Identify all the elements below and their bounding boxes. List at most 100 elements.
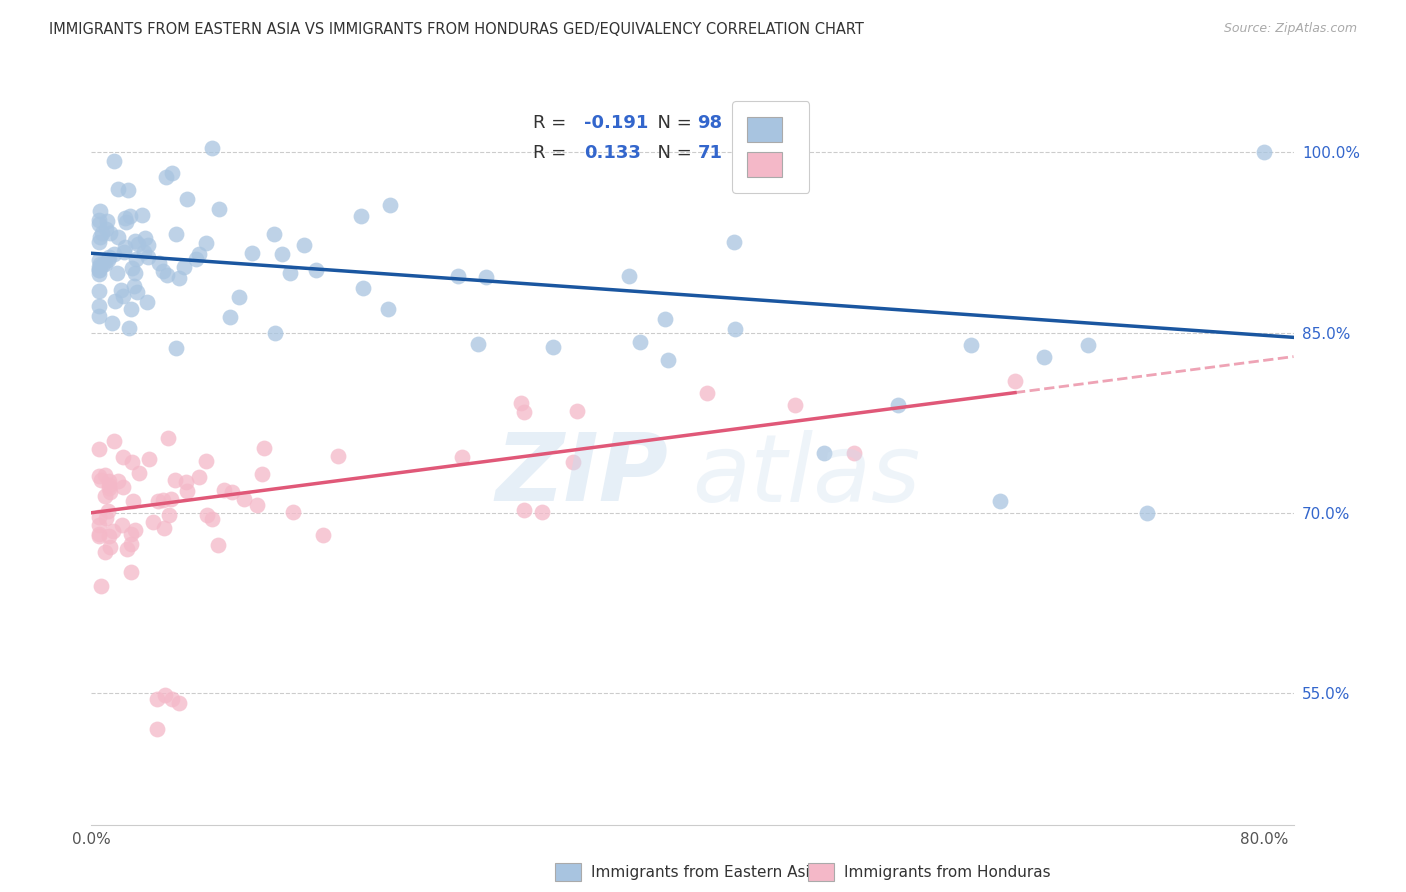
Point: [98, 540, 121, 554]
Point: [195, 453, 218, 467]
Point: [326, 449, 349, 463]
Point: [87, 252, 110, 267]
Point: [112, 245, 135, 260]
Point: [165, 227, 187, 242]
Point: [94, 489, 117, 503]
Text: 71: 71: [697, 144, 723, 161]
Point: [128, 466, 150, 480]
Point: [122, 494, 145, 508]
Point: [87, 527, 110, 541]
Text: Immigrants from Eastern Asia: Immigrants from Eastern Asia: [591, 865, 818, 880]
Point: [278, 266, 301, 280]
Point: [94, 222, 117, 236]
Point: [114, 211, 136, 225]
Point: [98, 481, 121, 495]
Point: [451, 450, 474, 465]
Point: [195, 235, 218, 250]
Point: [107, 474, 129, 488]
Point: [250, 467, 273, 481]
Point: [1253, 145, 1275, 160]
Point: [89, 229, 111, 244]
Point: [127, 236, 149, 251]
Text: N =: N =: [645, 144, 697, 161]
Point: [87, 299, 110, 313]
Point: [350, 209, 373, 223]
Point: [131, 208, 153, 222]
Point: [98, 474, 121, 488]
Point: [246, 499, 269, 513]
Point: [101, 316, 124, 330]
Point: [112, 289, 135, 303]
Point: [842, 445, 865, 460]
Point: [98, 478, 121, 492]
Point: [120, 527, 142, 541]
Point: [87, 284, 110, 298]
Point: [886, 398, 908, 412]
Point: [654, 312, 676, 326]
Point: [125, 252, 148, 266]
Point: [783, 398, 806, 412]
Point: [165, 473, 187, 487]
Point: [988, 493, 1011, 508]
Point: [561, 455, 583, 469]
Point: [513, 405, 536, 419]
Point: [142, 515, 165, 529]
Point: [212, 483, 235, 498]
Point: [87, 235, 110, 249]
Point: [240, 246, 263, 260]
Point: [118, 320, 141, 334]
Point: [120, 565, 142, 579]
Point: [114, 214, 136, 228]
Point: [118, 210, 141, 224]
Point: [107, 229, 129, 244]
Point: [253, 441, 276, 455]
Point: [97, 253, 120, 268]
Legend: , : ,: [731, 101, 810, 193]
Point: [97, 250, 120, 264]
Text: atlas: atlas: [692, 430, 921, 521]
Point: [377, 301, 399, 316]
Point: [89, 256, 111, 270]
Point: [156, 268, 179, 282]
Text: IMMIGRANTS FROM EASTERN ASIA VS IMMIGRANTS FROM HONDURAS GED/EQUIVALENCY CORRELA: IMMIGRANTS FROM EASTERN ASIA VS IMMIGRAN…: [49, 22, 865, 37]
Point: [94, 467, 117, 482]
Text: R =: R =: [533, 114, 572, 132]
Point: [103, 434, 125, 448]
Point: [160, 692, 183, 706]
Point: [98, 226, 121, 240]
Point: [271, 247, 294, 261]
Point: [115, 542, 138, 557]
Point: [305, 262, 328, 277]
Point: [724, 322, 747, 336]
Point: [124, 278, 146, 293]
Point: [146, 692, 169, 706]
Point: [201, 140, 224, 154]
Point: [136, 238, 159, 252]
Point: [155, 169, 177, 184]
Point: [201, 512, 224, 526]
Point: [136, 250, 159, 264]
Point: [120, 537, 142, 551]
Point: [135, 295, 157, 310]
Point: [263, 326, 285, 340]
Point: [152, 493, 174, 508]
Point: [148, 256, 170, 270]
Point: [110, 284, 132, 298]
Point: [124, 234, 146, 248]
Point: [138, 452, 160, 467]
Point: [87, 518, 110, 533]
Point: [467, 337, 489, 351]
Point: [513, 502, 536, 516]
Point: [657, 353, 679, 368]
Point: [281, 505, 304, 519]
Point: [121, 455, 143, 469]
Point: [1077, 337, 1099, 351]
Point: [117, 183, 139, 197]
Text: -0.191: -0.191: [585, 114, 648, 132]
Point: [208, 202, 231, 216]
Point: [96, 214, 118, 228]
Point: [173, 260, 195, 274]
Point: [124, 523, 146, 537]
Point: [541, 340, 564, 354]
Point: [188, 470, 211, 484]
